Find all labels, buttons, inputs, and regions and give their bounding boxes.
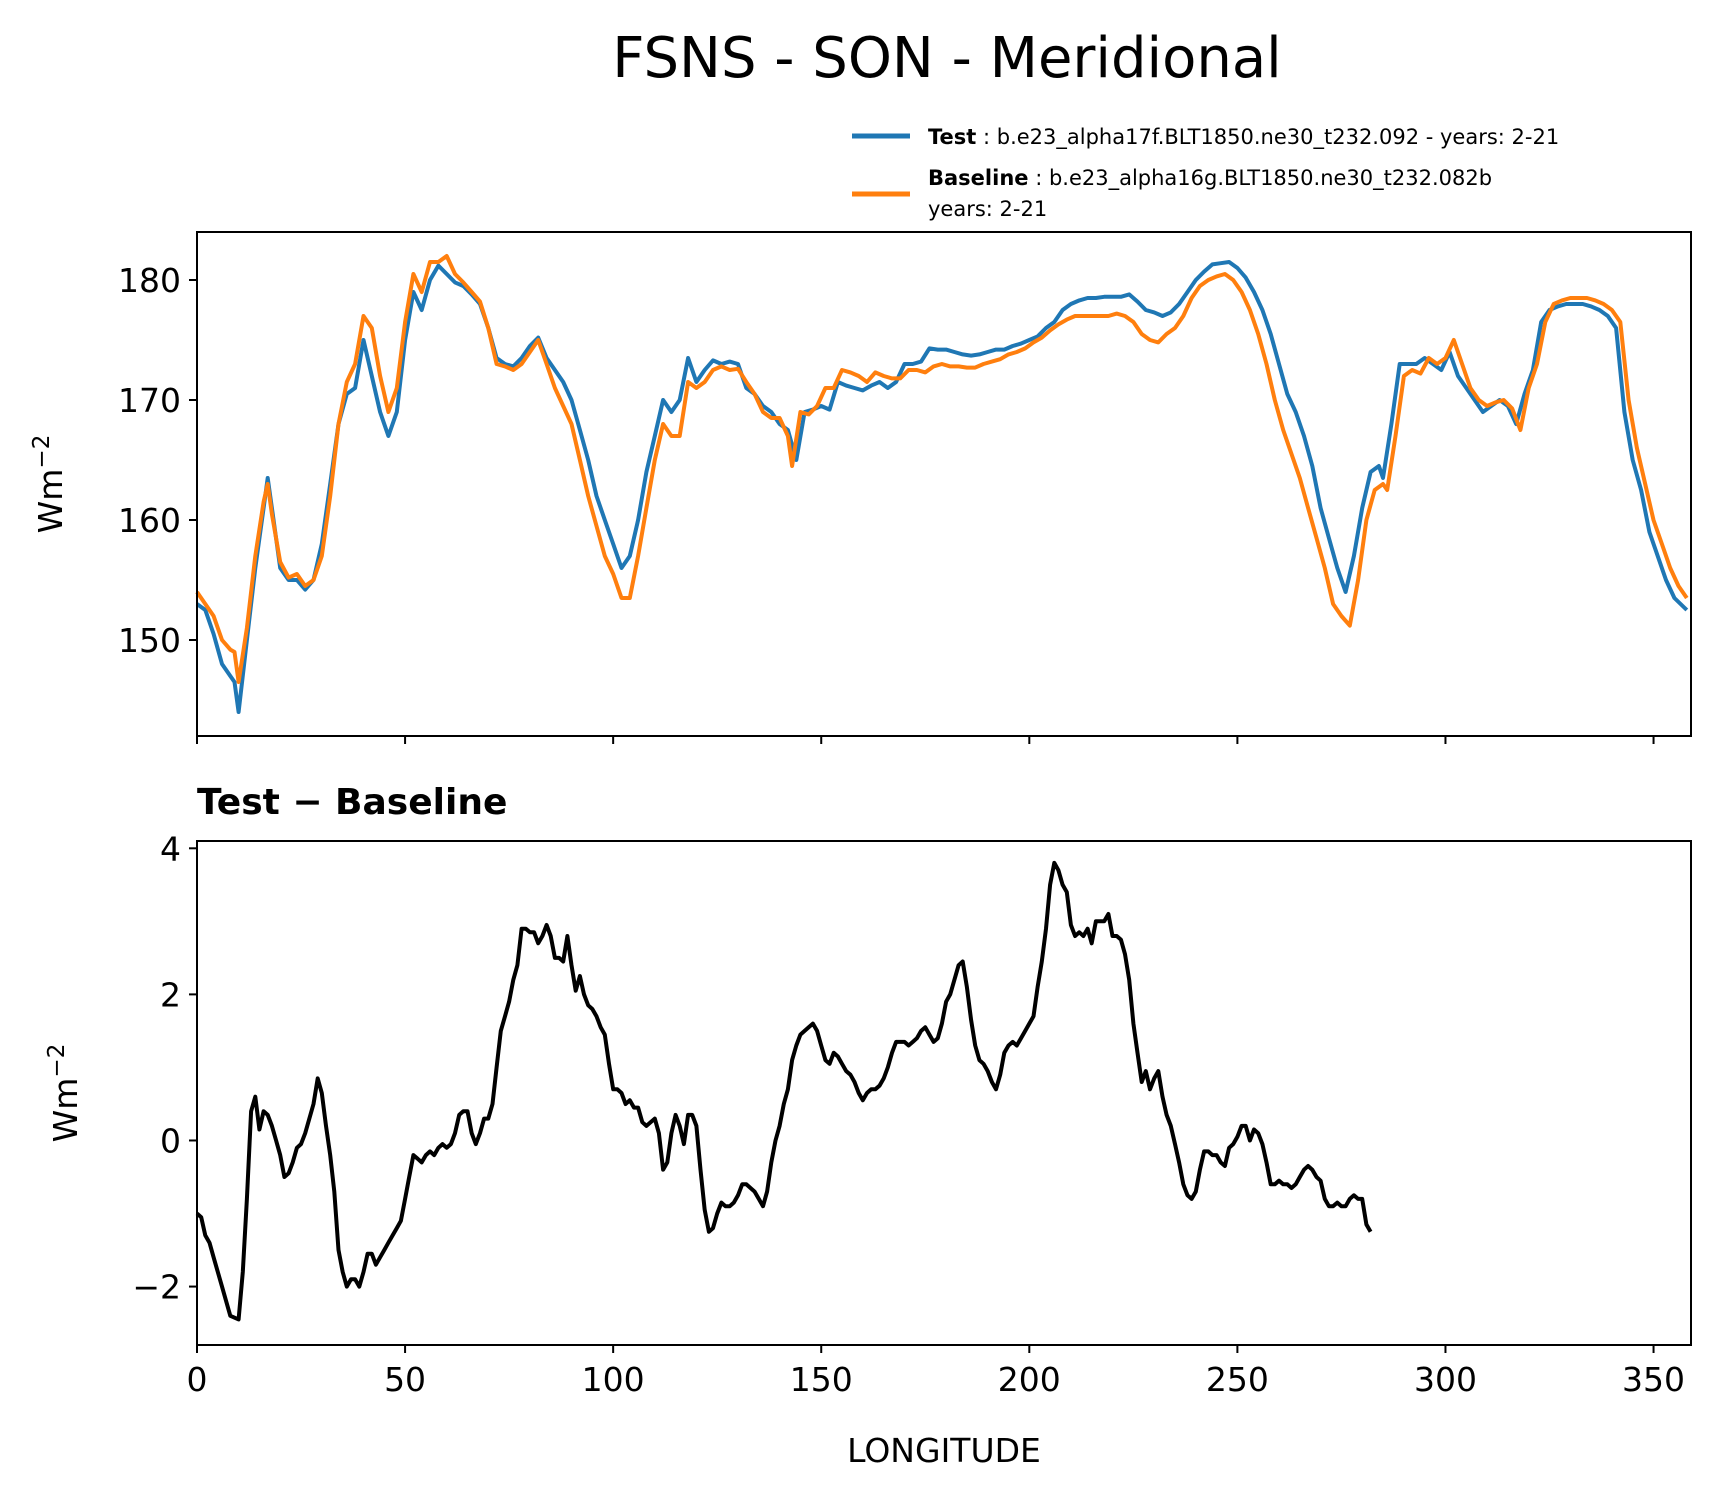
bottom-y-axis-label: Wm−2 bbox=[44, 1044, 85, 1143]
top-y-tick-label: 180 bbox=[118, 261, 181, 300]
legend: Test : b.e23_alpha17f.BLT1850.ne30_t232.… bbox=[852, 125, 1559, 221]
bottom-axes-frame bbox=[196, 840, 1692, 1346]
legend-baseline-desc: : b.e23_alpha16g.BLT1850.ne30_t232.082b bbox=[1029, 166, 1493, 191]
legend-baseline-entry: Baseline : b.e23_alpha16g.BLT1850.ne30_t… bbox=[928, 166, 1492, 191]
top-series-group bbox=[195, 254, 1689, 714]
bottom-x-tick-label: 250 bbox=[1206, 1360, 1269, 1399]
bottom-x-tick-label: 50 bbox=[384, 1360, 426, 1399]
figure-title: FSNS - SON - Meridional bbox=[612, 26, 1281, 91]
x-axis-label: LONGITUDE bbox=[847, 1431, 1041, 1470]
legend-test-name: Test bbox=[928, 125, 976, 149]
bottom-ylabel-base: Wm bbox=[46, 1078, 85, 1143]
bottom-x-ticks: 0 50 100 150 200 250 300 350 bbox=[187, 1345, 1685, 1399]
top-series-line-baseline bbox=[195, 254, 1689, 684]
bottom-y-tick-label: −2 bbox=[132, 1268, 181, 1307]
top-panel: 150 160 170 180 Wm−2 bbox=[29, 231, 1692, 744]
bottom-x-tick-label: 300 bbox=[1414, 1360, 1477, 1399]
top-y-tick-label: 170 bbox=[118, 381, 181, 420]
legend-test-entry: Test : b.e23_alpha17f.BLT1850.ne30_t232.… bbox=[928, 125, 1559, 150]
top-ylabel-base: Wm bbox=[31, 469, 70, 534]
bottom-x-tick-label: 150 bbox=[790, 1360, 853, 1399]
top-y-axis-label: Wm−2 bbox=[29, 435, 70, 534]
bottom-y-tick-label: 2 bbox=[160, 975, 181, 1014]
legend-test-desc: : b.e23_alpha17f.BLT1850.ne30_t232.092 -… bbox=[976, 125, 1559, 150]
bottom-y-tick-label: 4 bbox=[160, 829, 181, 868]
top-y-tick-label: 150 bbox=[118, 621, 181, 660]
legend-baseline-name: Baseline bbox=[928, 166, 1029, 190]
legend-baseline-desc-line2: years: 2-21 bbox=[928, 197, 1047, 221]
top-ylabel-exp: −2 bbox=[29, 435, 55, 469]
top-series-line-test bbox=[195, 260, 1689, 714]
bottom-x-tick-label: 100 bbox=[582, 1360, 645, 1399]
bottom-series-line-test-baseline bbox=[195, 860, 1373, 1322]
bottom-y-tick-label: 0 bbox=[160, 1121, 181, 1160]
bottom-x-tick-label: 350 bbox=[1622, 1360, 1685, 1399]
bottom-ylabel-exp: −2 bbox=[44, 1044, 70, 1078]
top-y-tick-label: 160 bbox=[118, 501, 181, 540]
bottom-y-ticks: −2 0 2 4 bbox=[132, 829, 197, 1307]
bottom-series-group bbox=[195, 860, 1373, 1322]
bottom-panel-title: Test − Baseline bbox=[197, 782, 507, 823]
top-x-ticks bbox=[196, 736, 1655, 744]
bottom-x-tick-label: 0 bbox=[187, 1360, 208, 1399]
top-axes-frame bbox=[196, 231, 1692, 737]
bottom-panel: Test − Baseline −2 0 2 4 0 50 100 150 200 250 300… bbox=[44, 782, 1692, 1470]
top-y-ticks: 150 160 170 180 bbox=[118, 261, 197, 660]
bottom-x-tick-label: 200 bbox=[998, 1360, 1061, 1399]
